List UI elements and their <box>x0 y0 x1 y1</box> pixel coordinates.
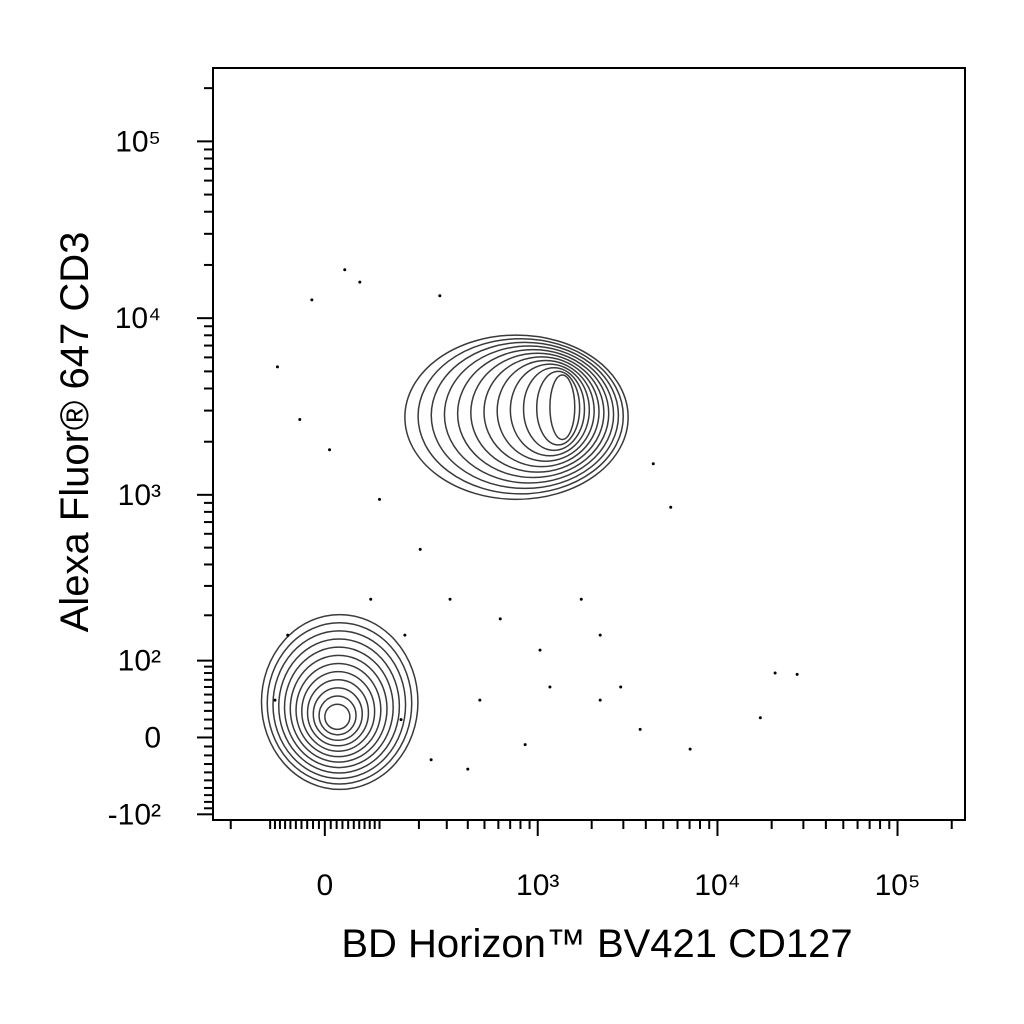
contour-line <box>278 638 401 774</box>
y-tick-label: 0 <box>144 721 161 754</box>
event-dot <box>286 633 290 637</box>
event-dot <box>548 685 552 689</box>
event-dot <box>498 617 502 621</box>
contour-line <box>509 363 591 457</box>
contour-line <box>312 687 363 742</box>
event-dot <box>669 505 673 509</box>
y-tick-label: 10³ <box>118 479 161 512</box>
event-dot <box>378 497 382 501</box>
y-tick-label: 10⁴ <box>115 302 161 335</box>
contour-line <box>496 359 595 462</box>
event-dot <box>466 767 470 771</box>
event-dot <box>523 743 527 747</box>
event-dot <box>638 727 642 731</box>
x-tick-label: 0 <box>316 869 333 902</box>
event-dot <box>448 597 452 601</box>
contour-line <box>456 348 610 479</box>
event-dot <box>619 685 623 689</box>
event-dot <box>328 448 332 452</box>
contour-line <box>260 613 419 791</box>
contour-line <box>430 341 620 490</box>
event-dot <box>579 597 583 601</box>
plot-frame <box>212 67 966 821</box>
x-tick-label: 10³ <box>516 869 559 902</box>
event-dot <box>343 268 347 272</box>
event-dot <box>598 633 602 637</box>
contour-line <box>483 356 600 468</box>
contour-line <box>283 646 394 769</box>
event-dot <box>758 716 762 720</box>
contour-line <box>318 695 357 736</box>
contour-line <box>535 370 581 446</box>
event-dot <box>478 698 482 702</box>
x-tick-label: 10⁴ <box>694 869 740 902</box>
contour-line <box>470 352 605 473</box>
contour-line <box>417 337 625 495</box>
contour-line <box>404 334 629 501</box>
contour-line <box>295 662 382 758</box>
contour-line <box>549 374 576 441</box>
contour-line <box>324 703 351 731</box>
event-dot <box>598 698 602 702</box>
event-dot <box>438 294 442 298</box>
event-dot <box>688 747 692 751</box>
event-dot <box>310 298 314 302</box>
y-tick-label: 10² <box>118 645 161 678</box>
contour-line <box>306 679 370 747</box>
contour-line <box>289 654 388 763</box>
event-dot <box>369 597 373 601</box>
event-dot <box>651 462 655 466</box>
event-dot <box>403 633 407 637</box>
event-dot <box>358 280 362 284</box>
x-tick-label: 10⁵ <box>875 869 921 902</box>
event-dot <box>773 671 777 675</box>
contour-line <box>443 345 615 484</box>
y-tick-label: -10² <box>108 798 161 831</box>
event-dot <box>399 718 403 722</box>
event-dot <box>298 418 302 422</box>
event-dot <box>273 698 277 702</box>
event-dot <box>275 365 279 369</box>
y-axis-label: Alexa Fluor® 647 CD3 <box>53 232 97 633</box>
event-dot <box>418 547 422 551</box>
event-dot <box>538 648 542 652</box>
x-axis-label: BD Horizon™ BV421 CD127 <box>341 922 852 966</box>
event-dot <box>795 672 799 676</box>
contour-line <box>272 630 407 780</box>
contour-line <box>266 621 413 785</box>
contour-line <box>522 366 586 452</box>
event-dot <box>429 758 433 762</box>
contour-line <box>301 670 376 752</box>
y-tick-label: 10⁵ <box>115 125 161 158</box>
